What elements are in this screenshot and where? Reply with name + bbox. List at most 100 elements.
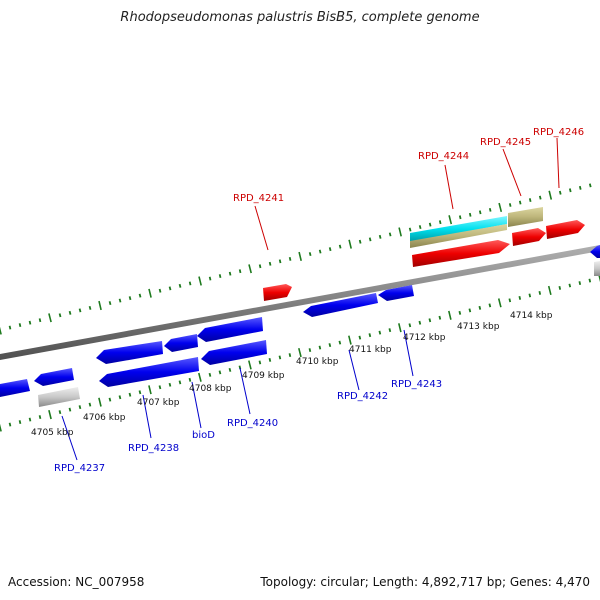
scale-tick: [158, 288, 162, 293]
scale-tick: [118, 298, 122, 303]
scale-tick: [358, 239, 362, 244]
gene-label: RPD_4238: [128, 443, 179, 454]
gene-right-blue: [590, 245, 600, 258]
scale-tick: [508, 298, 512, 303]
scale-tick: [438, 315, 442, 320]
leader-RPD_4240: [239, 367, 251, 415]
scale-tick: [408, 227, 412, 232]
scale-tick: [318, 249, 322, 254]
gene-red-long: [412, 240, 510, 267]
gene-right-grey: [594, 261, 600, 276]
scale-tick: [0, 326, 2, 335]
scale-tick: [378, 234, 382, 239]
gene-blue-b: [34, 368, 74, 386]
scale-tick: [198, 372, 202, 382]
scale-tick: [458, 310, 462, 315]
scale-tick: [348, 239, 352, 249]
scale-tick: [488, 207, 492, 212]
scale-tick: [108, 397, 112, 402]
scale-tick: [578, 281, 582, 286]
scale-tick: [258, 360, 262, 365]
scale-tick: [58, 410, 62, 415]
gene-RPD_4237-grey: [38, 387, 80, 407]
gene-RPD_4245: [508, 207, 543, 227]
scale-label: 4705 kbp: [31, 428, 74, 438]
leader-bioD: [191, 381, 202, 429]
scale-tick: [468, 212, 472, 217]
scale-tick: [198, 276, 202, 286]
gene-label: RPD_4241: [233, 193, 284, 204]
scale-label: 4710 kbp: [296, 357, 339, 367]
scale-tick: [78, 405, 82, 410]
scale-tick: [178, 283, 182, 288]
leader-RPD_4243: [403, 329, 414, 377]
scale-tick: [228, 367, 232, 372]
scale-label: 4714 kbp: [510, 311, 553, 321]
scale-tick: [438, 220, 442, 225]
scale-tick: [328, 247, 332, 252]
scale-tick: [168, 286, 172, 291]
scale-tick: [118, 395, 122, 400]
scale-tick: [268, 357, 272, 362]
scale-tick: [0, 423, 2, 432]
gene-RPD_4240-a: [197, 317, 263, 342]
scale-tick: [558, 190, 562, 195]
scale-label: 4709 kbp: [242, 371, 285, 381]
inner-tick-track: [0, 273, 600, 432]
gene-RPD_4242: [303, 293, 378, 317]
scale-tick: [348, 335, 352, 345]
forward-strand-genes: [263, 207, 585, 301]
scale-tick: [308, 252, 312, 257]
scale-tick: [48, 410, 52, 420]
scale-tick: [248, 264, 252, 274]
scale-tick: [448, 215, 453, 225]
scale-tick: [568, 283, 572, 288]
scale-tick: [498, 202, 503, 212]
scale-tick: [497, 298, 502, 308]
scale-tick: [88, 402, 92, 407]
leader-RPD_4242: [348, 349, 360, 391]
scale-label: 4707 kbp: [137, 398, 180, 408]
gene-label: bioD: [192, 430, 215, 441]
gene-RPD_4243: [378, 285, 414, 301]
scale-tick: [138, 390, 142, 395]
scale-tick: [278, 259, 282, 264]
scale-tick: [428, 222, 432, 227]
scale-tick: [328, 343, 332, 348]
scale-tick: [398, 227, 402, 237]
scale-tick: [508, 203, 512, 207]
scale-tick: [218, 370, 222, 375]
gene-RPD_4246: [546, 220, 585, 239]
gene-label: RPD_4242: [337, 391, 388, 402]
scale-tick: [298, 348, 302, 358]
scale-tick: [478, 210, 482, 215]
scale-tick: [28, 417, 32, 422]
gene-RPD_4244-rna: [410, 224, 507, 248]
scale-tick: [488, 303, 492, 308]
scale-tick: [568, 188, 572, 193]
scale-tick: [408, 323, 412, 328]
scale-tick: [148, 385, 152, 395]
scale-tick: [8, 325, 12, 330]
scale-tick: [558, 285, 562, 290]
gene-red-4245b: [512, 228, 546, 246]
scale-tick: [258, 264, 262, 269]
scale-labels: 4705 kbp 4706 kbp 4707 kbp 4708 kbp 4709…: [31, 311, 553, 438]
scale-tick: [218, 274, 222, 279]
scale-tick: [548, 190, 553, 200]
scale-tick: [128, 296, 132, 301]
leader-lines: [61, 137, 560, 461]
scale-tick: [208, 276, 212, 281]
scale-tick: [547, 285, 552, 295]
scale-tick: [48, 313, 52, 323]
scale-tick: [448, 310, 452, 320]
scale-tick: [288, 256, 292, 261]
genome-backbone: [0, 245, 600, 360]
scale-tick: [478, 305, 482, 310]
scale-label: 4711 kbp: [349, 345, 392, 355]
scale-tick: [378, 330, 382, 335]
scale-tick: [418, 320, 422, 325]
scale-tick: [248, 360, 252, 370]
scale-tick: [588, 183, 592, 188]
